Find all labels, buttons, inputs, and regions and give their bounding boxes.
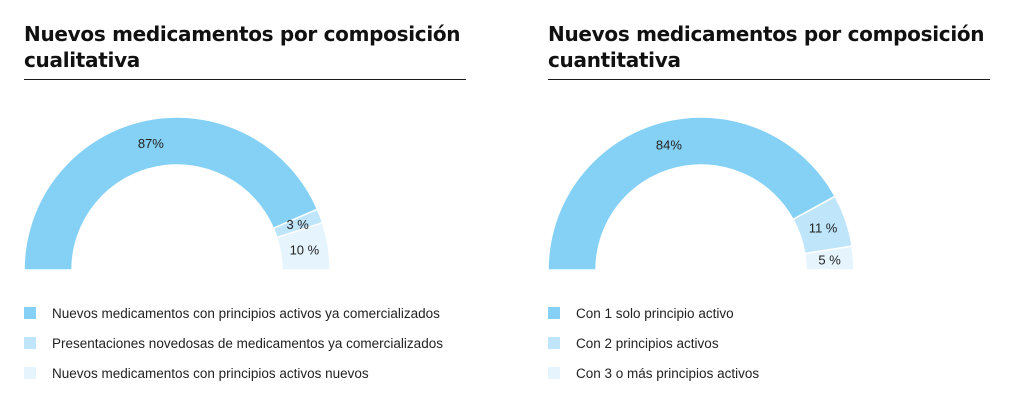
slice-value-label: 84% [656, 138, 682, 153]
legend-swatch [548, 307, 560, 319]
chart-panel-cuantitativa: Nuevos medicamentos por composición cuan… [547, 0, 990, 406]
legend-label: Con 1 solo principio activo [576, 305, 734, 321]
legend-label: Nuevos medicamentos con principios activ… [52, 365, 369, 381]
legend-item: Con 1 solo principio activo [548, 298, 759, 328]
legend-swatch [24, 367, 36, 379]
legend-label: Presentaciones novedosas de medicamentos… [52, 335, 443, 351]
donut-slice [803, 245, 855, 271]
legend-item: Nuevos medicamentos con principios activ… [24, 298, 443, 328]
slice-value-label: 87% [138, 136, 164, 151]
legend-item: Nuevos medicamentos con principios activ… [24, 358, 443, 388]
slice-value-label: 5 % [818, 252, 841, 267]
slice-value-label: 3 % [286, 217, 309, 232]
donut-slice [23, 116, 319, 271]
legend-swatch [548, 367, 560, 379]
donut-slice [275, 221, 331, 271]
legend-label: Con 3 o más principios activos [576, 365, 760, 381]
title-divider [548, 79, 990, 80]
slice-value-label: 10 % [290, 242, 320, 257]
chart-legend: Con 1 solo principio activo Con 2 princi… [548, 298, 759, 388]
donut-slice [547, 116, 837, 271]
title-divider [24, 79, 466, 80]
legend-label: Nuevos medicamentos con principios activ… [52, 305, 440, 321]
legend-label: Con 2 principios activos [576, 335, 719, 351]
half-donut-chart: 87% 3 % 10 % [23, 116, 331, 271]
legend-swatch [548, 337, 560, 349]
legend-swatch [24, 337, 36, 349]
chart-title: Nuevos medicamentos por composición cual… [24, 22, 461, 72]
legend-item: Con 3 o más principios activos [548, 358, 759, 388]
legend-item: Con 2 principios activos [548, 328, 759, 358]
chart-legend: Nuevos medicamentos con principios activ… [24, 298, 443, 388]
legend-swatch [24, 307, 36, 319]
legend-item: Presentaciones novedosas de medicamentos… [24, 328, 443, 358]
chart-panel-cualitativa: Nuevos medicamentos por composición cual… [23, 0, 466, 406]
half-donut-chart: 84% 11 % 5 % [547, 116, 855, 271]
slice-value-label: 11 % [809, 221, 838, 236]
chart-title: Nuevos medicamentos por composición cuan… [548, 22, 985, 72]
